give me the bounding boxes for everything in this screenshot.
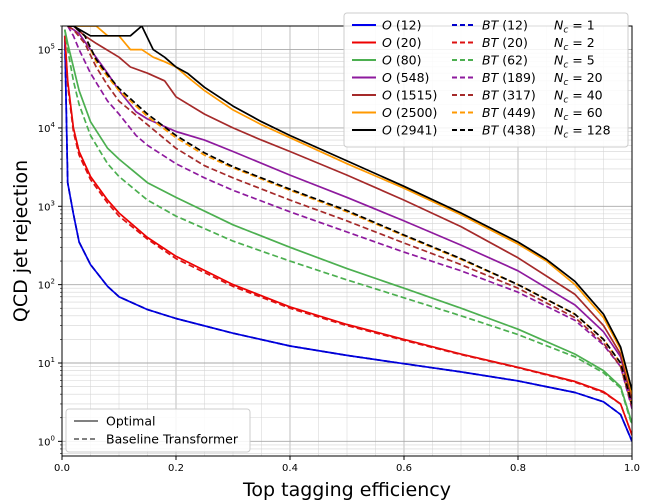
x-tick-label: 0.0 (54, 463, 70, 474)
series-line-3 (63, 35, 632, 436)
y-tick-label: 100 (38, 434, 55, 448)
legend-nc-label: Nc = 2 (554, 35, 595, 53)
y-axis-label: QCD jet rejection (10, 160, 32, 322)
legend-baseline-label: BT (438) (482, 123, 536, 138)
series-line-1 (63, 35, 632, 442)
series-line-12 (67, 26, 632, 391)
legend-optimal-label: O (548) (382, 70, 429, 85)
y-tick-label: 102 (38, 278, 55, 292)
legend-baseline-label: BT (20) (482, 35, 528, 50)
y-tick-label: 105 (38, 43, 55, 57)
series-line-4 (63, 29, 632, 424)
x-tick-label: 0.8 (510, 463, 526, 474)
y-tick-label: 101 (38, 356, 55, 370)
legend-nc-label: Nc = 128 (554, 123, 611, 141)
y-tick-label: 104 (38, 121, 56, 135)
legend-optimal-label: O (20) (382, 35, 421, 50)
line-style-legend: Optimal Baseline Transformer (65, 408, 251, 453)
y-tick-label: 103 (38, 199, 55, 213)
x-axis-label: Top tagging efficiency (242, 479, 451, 501)
series-line-5 (63, 29, 632, 426)
series-line-8 (67, 26, 632, 399)
legend-optimal-label: O (80) (382, 53, 421, 68)
plot-area (63, 26, 632, 442)
axis-ticks: 0.0 0.2 0.4 0.6 0.8 1.0 100 101 102 103 104 105 (38, 25, 640, 474)
series-legend: O (12) BT (12) Nc = 1 O (20) BT (20) Nc = 2 O … (343, 12, 629, 148)
series-line-13 (67, 26, 632, 405)
legend-nc-label: Nc = 60 (554, 105, 603, 123)
legend-nc-label: Nc = 1 (554, 18, 595, 36)
x-tick-label: 0.6 (396, 463, 412, 474)
x-tick-label: 0.4 (282, 463, 298, 474)
legend-optimal-label: O (1515) (382, 88, 437, 103)
legend-nc-label: Nc = 20 (554, 70, 603, 88)
legend-baseline-label: BT (449) (482, 105, 536, 120)
legend-optimal-label: O (2500) (382, 105, 437, 120)
legend-optimal-label: O (2941) (382, 123, 437, 138)
legend-baseline-label: BT (189) (482, 70, 536, 85)
legend-baseline-label: BT (12) (482, 18, 528, 33)
style-legend-label: Baseline Transformer (106, 432, 239, 447)
x-tick-label: 1.0 (624, 463, 640, 474)
legend-nc-label: Nc = 40 (554, 88, 603, 106)
series-line-7 (66, 26, 632, 410)
legend-nc-label: Nc = 5 (554, 53, 595, 71)
legend-optimal-label: O (12) (382, 18, 421, 33)
style-legend-box (65, 408, 251, 453)
legend-baseline-label: BT (62) (482, 53, 528, 68)
legend-baseline-label: BT (317) (482, 88, 536, 103)
style-legend-label: Optimal (106, 414, 155, 429)
legend-box (343, 12, 629, 148)
x-tick-label: 0.2 (168, 463, 184, 474)
series-line-2 (63, 35, 632, 436)
series-line-9 (67, 26, 632, 407)
